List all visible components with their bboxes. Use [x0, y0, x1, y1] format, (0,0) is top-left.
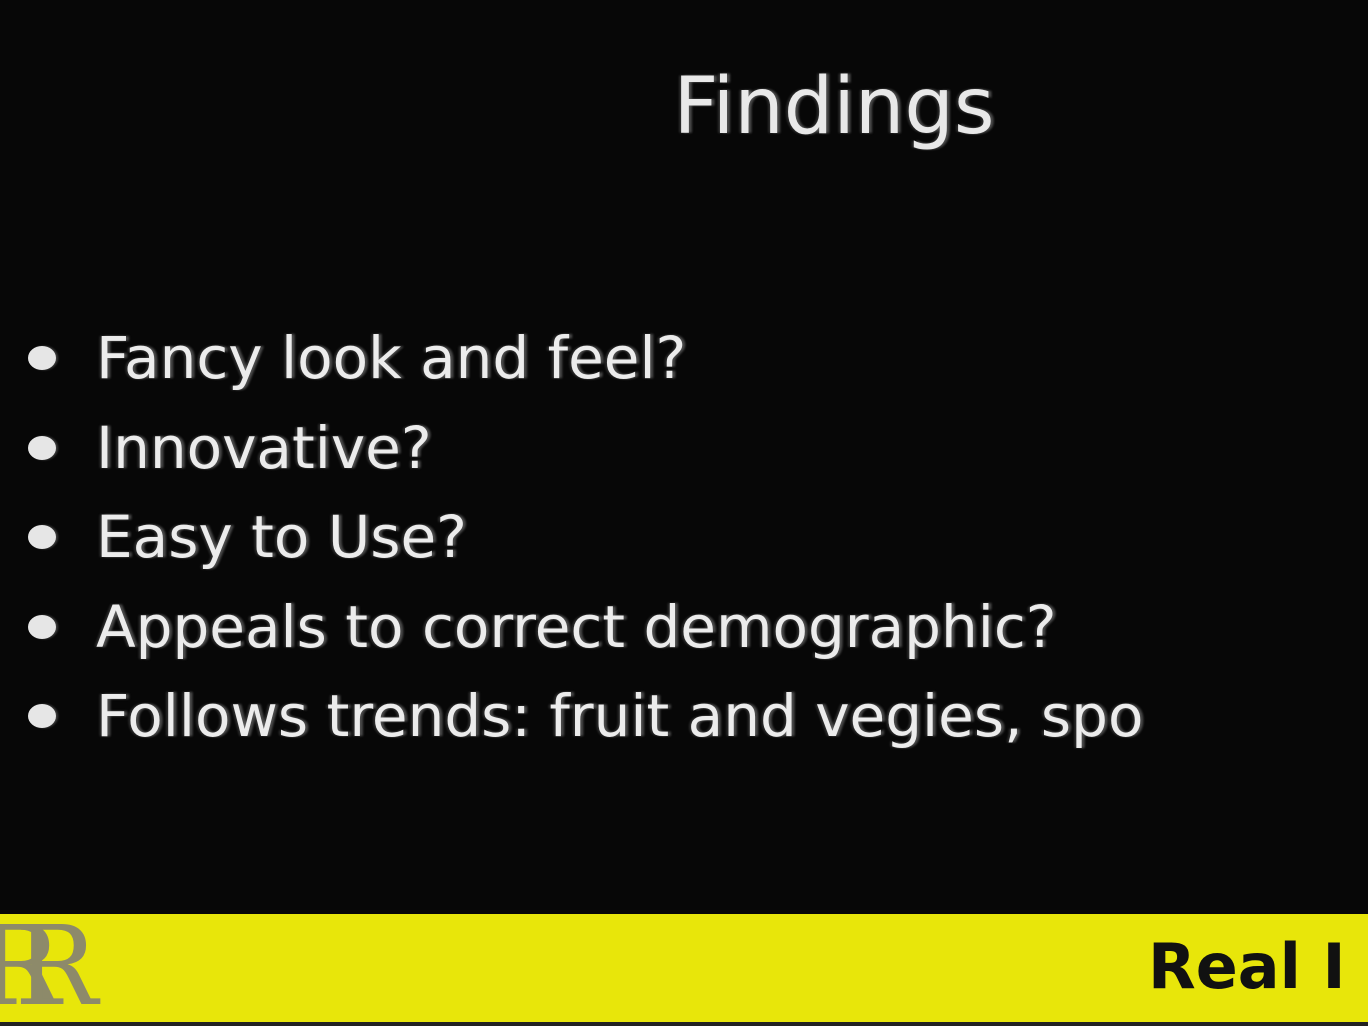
bullet-list: Fancy look and feel? Innovative? Easy to… — [0, 318, 1368, 766]
footer-text: Real I — [1148, 930, 1346, 1003]
slide-title: Findings — [673, 62, 995, 152]
bullet-text: Innovative? — [96, 413, 432, 482]
bullet-dot-icon — [28, 435, 56, 460]
bullet-dot-icon — [28, 614, 56, 639]
bullet-text: Appeals to correct demographic? — [96, 592, 1057, 661]
bullet-text: Follows trends: fruit and vegies, spo — [96, 682, 1144, 750]
footer-bar: RR Real I — [0, 914, 1368, 1022]
bullet-item: Innovative? — [0, 408, 1368, 498]
bullet-dot-icon — [28, 704, 56, 728]
bullet-item: Fancy look and feel? — [0, 318, 1368, 408]
bullet-item: Easy to Use? — [0, 497, 1368, 587]
logo: RR — [0, 914, 97, 1022]
bullet-dot-icon — [28, 525, 56, 549]
footer-bottom-edge — [0, 1022, 1368, 1026]
bullet-item: Appeals to correct demographic? — [0, 587, 1368, 677]
bullet-text: Fancy look and feel? — [96, 324, 687, 392]
bullet-item: Follows trends: fruit and vegies, spo — [0, 676, 1368, 766]
bullet-text: Easy to Use? — [96, 503, 467, 571]
bullet-dot-icon — [28, 346, 56, 370]
